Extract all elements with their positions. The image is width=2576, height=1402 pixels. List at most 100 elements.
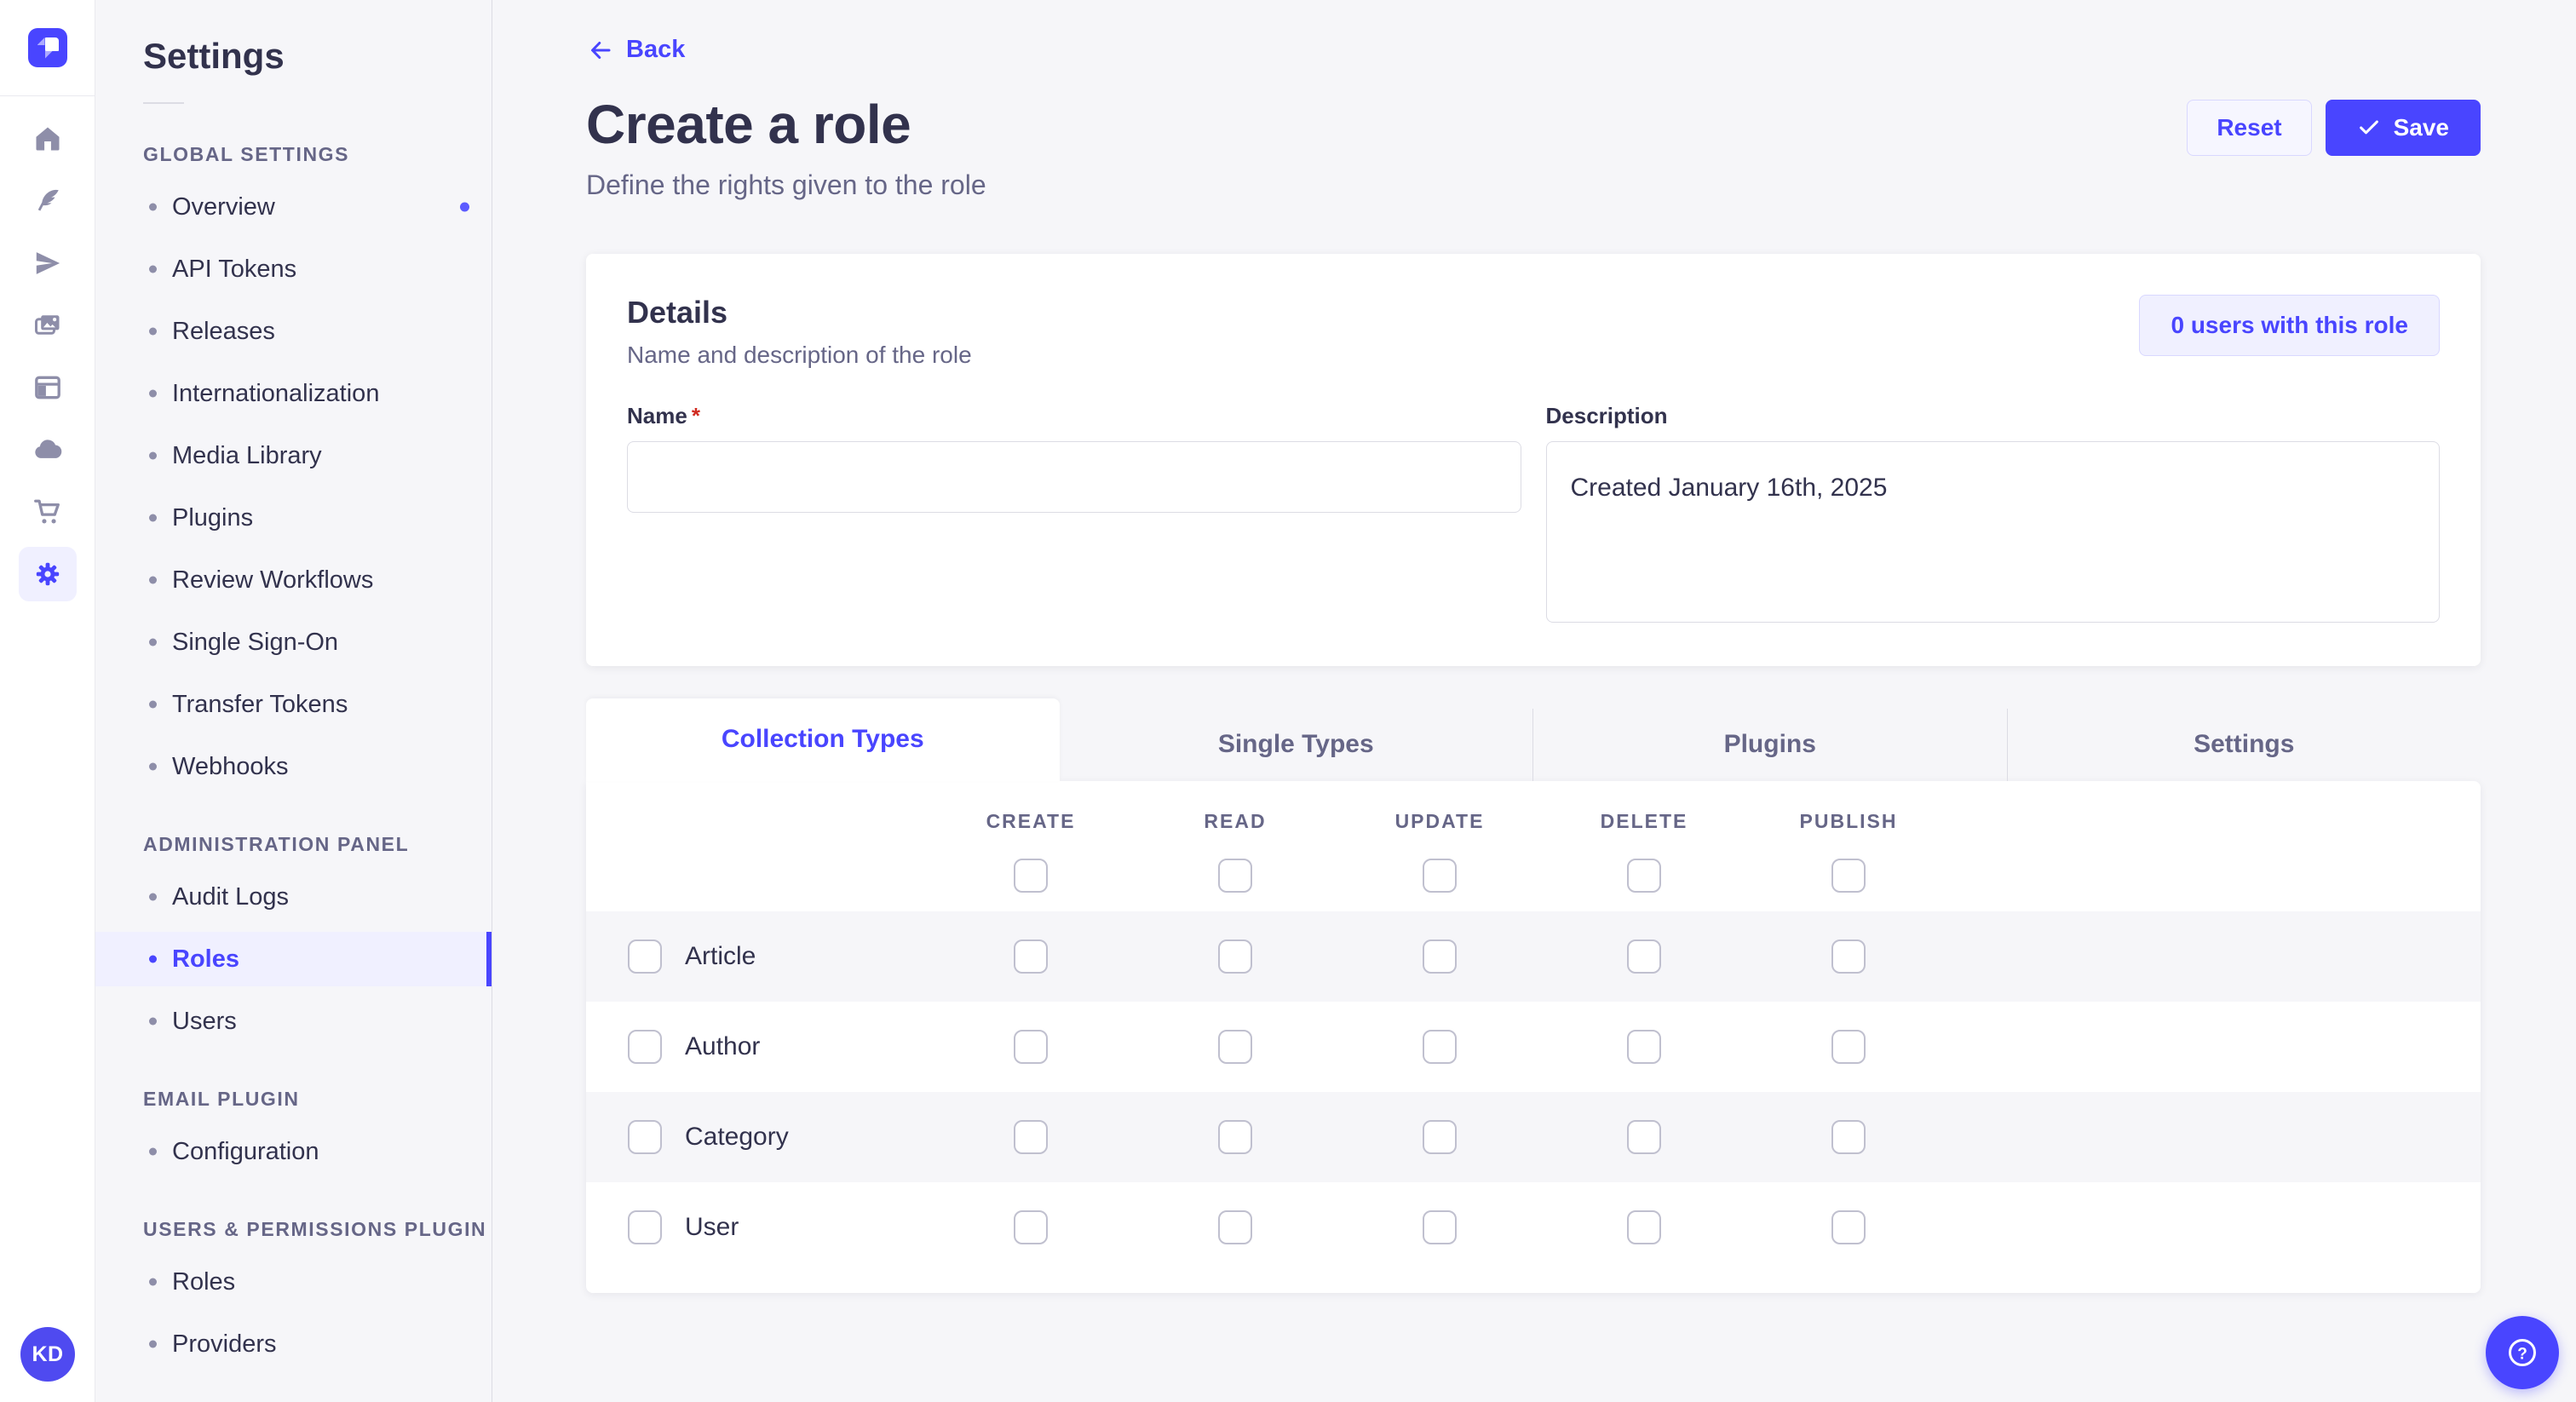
bullet-icon xyxy=(149,514,157,522)
category-publish-checkbox[interactable] xyxy=(1831,1119,1866,1154)
home-icon[interactable] xyxy=(19,112,77,166)
sidebar-item-plugins[interactable]: Plugins xyxy=(95,491,492,545)
settings-subnav: Settings GLOBAL SETTINGS Overview API To… xyxy=(95,0,492,1402)
section-label-administration-panel: ADMINISTRATION PANEL xyxy=(143,833,410,855)
author-delete-checkbox[interactable] xyxy=(1627,1029,1661,1064)
article-read-checkbox[interactable] xyxy=(1218,939,1252,974)
select-all-read-checkbox[interactable] xyxy=(1218,858,1252,893)
details-card: Details Name and description of the role… xyxy=(586,253,2481,666)
user-delete-checkbox[interactable] xyxy=(1627,1210,1661,1244)
bullet-icon xyxy=(149,955,157,963)
reset-button[interactable]: Reset xyxy=(2187,99,2312,156)
send-icon[interactable] xyxy=(19,236,77,290)
notification-dot-icon xyxy=(460,202,469,212)
sidebar-item-overview[interactable]: Overview xyxy=(95,180,492,234)
row-label: Article xyxy=(685,941,756,970)
select-all-update-checkbox[interactable] xyxy=(1423,858,1457,893)
bullet-icon xyxy=(149,203,157,211)
cloud-icon[interactable] xyxy=(19,422,77,477)
administration-panel-list: Audit Logs Roles Users xyxy=(95,870,492,1049)
strapi-logo-icon[interactable] xyxy=(27,28,67,67)
arrow-left-icon xyxy=(591,41,611,59)
sidebar-item-internationalization[interactable]: Internationalization xyxy=(95,366,492,421)
nav-rail: KD xyxy=(0,0,95,1402)
sidebar-item-review-workflows[interactable]: Review Workflows xyxy=(95,553,492,607)
name-field-group: Name * xyxy=(627,403,1521,627)
check-icon xyxy=(2359,119,2378,134)
article-publish-checkbox[interactable] xyxy=(1831,939,1866,974)
section-label-global-settings: GLOBAL SETTINGS xyxy=(143,143,350,165)
required-asterisk: * xyxy=(691,402,700,428)
category-update-checkbox[interactable] xyxy=(1423,1119,1457,1154)
permission-row-author: Author xyxy=(586,1002,2481,1092)
column-header-publish: PUBLISH xyxy=(1799,809,1898,832)
permission-row-user: User xyxy=(586,1182,2481,1273)
author-update-checkbox[interactable] xyxy=(1423,1029,1457,1064)
tab-single-types[interactable]: Single Types xyxy=(1217,730,1374,758)
select-all-publish-checkbox[interactable] xyxy=(1831,858,1866,893)
gear-icon[interactable] xyxy=(18,547,77,601)
question-mark-icon: ? xyxy=(2509,1339,2536,1366)
author-read-checkbox[interactable] xyxy=(1218,1029,1252,1064)
sidebar-item-releases[interactable]: Releases xyxy=(95,304,492,359)
rail-icon-list xyxy=(18,96,77,601)
sidebar-item-api-tokens[interactable]: API Tokens xyxy=(95,242,492,296)
category-read-checkbox[interactable] xyxy=(1218,1119,1252,1154)
media-icon[interactable] xyxy=(19,298,77,353)
article-update-checkbox[interactable] xyxy=(1423,939,1457,974)
feather-icon[interactable] xyxy=(19,174,77,228)
author-publish-checkbox[interactable] xyxy=(1831,1029,1866,1064)
row-select-user-checkbox[interactable] xyxy=(628,1210,662,1244)
tab-collection-types[interactable]: Collection Types xyxy=(586,698,1060,781)
description-label: Description xyxy=(1545,402,1668,428)
email-plugin-list: Configuration xyxy=(95,1124,492,1179)
column-header-read: READ xyxy=(1204,809,1267,832)
sidebar-item-configuration[interactable]: Configuration xyxy=(95,1124,492,1179)
sidebar-item-single-sign-on[interactable]: Single Sign-On xyxy=(95,615,492,669)
row-select-author-checkbox[interactable] xyxy=(628,1029,662,1064)
help-button[interactable]: ? xyxy=(2486,1316,2559,1389)
bullet-icon xyxy=(149,1278,157,1286)
sidebar-item-transfer-tokens[interactable]: Transfer Tokens xyxy=(95,677,492,732)
user-update-checkbox[interactable] xyxy=(1423,1210,1457,1244)
bullet-icon xyxy=(149,451,157,460)
column-header-row: CREATE READ UPDATE DELETE PUBLISH xyxy=(586,810,2481,833)
author-create-checkbox[interactable] xyxy=(1014,1029,1048,1064)
cart-icon[interactable] xyxy=(19,485,77,539)
bullet-icon xyxy=(149,893,157,901)
page-subtitle: Define the rights given to the role xyxy=(586,169,986,200)
column-header-delete: DELETE xyxy=(1600,809,1688,832)
sidebar-item-webhooks[interactable]: Webhooks xyxy=(95,739,492,794)
row-label: User xyxy=(685,1212,739,1241)
sidebar-item-up-roles[interactable]: Roles xyxy=(95,1255,492,1309)
tab-plugins[interactable]: Plugins xyxy=(1532,708,2007,781)
sidebar-item-roles[interactable]: Roles xyxy=(95,932,492,986)
permission-row-article: Article xyxy=(586,911,2481,1002)
save-button[interactable]: Save xyxy=(2325,99,2481,156)
tab-settings[interactable]: Settings xyxy=(2006,708,2481,781)
sidebar-item-audit-logs[interactable]: Audit Logs xyxy=(95,870,492,924)
users-with-role-button[interactable]: 0 users with this role xyxy=(2139,294,2440,356)
row-label: Category xyxy=(685,1122,789,1151)
global-settings-list: Overview API Tokens Releases Internation… xyxy=(95,180,492,794)
back-link[interactable]: Back xyxy=(588,36,685,64)
category-create-checkbox[interactable] xyxy=(1014,1119,1048,1154)
layout-icon[interactable] xyxy=(19,360,77,415)
sidebar-item-users[interactable]: Users xyxy=(95,994,492,1049)
select-all-create-checkbox[interactable] xyxy=(1014,858,1048,893)
sidebar-item-media-library[interactable]: Media Library xyxy=(95,428,492,483)
category-delete-checkbox[interactable] xyxy=(1627,1119,1661,1154)
name-input[interactable] xyxy=(627,440,1521,513)
subnav-divider xyxy=(143,102,184,104)
description-textarea[interactable]: Created January 16th, 2025 xyxy=(1545,440,2440,623)
row-select-category-checkbox[interactable] xyxy=(628,1119,662,1154)
user-create-checkbox[interactable] xyxy=(1014,1210,1048,1244)
user-read-checkbox[interactable] xyxy=(1218,1210,1252,1244)
article-create-checkbox[interactable] xyxy=(1014,939,1048,974)
user-publish-checkbox[interactable] xyxy=(1831,1210,1866,1244)
user-avatar[interactable]: KD xyxy=(20,1327,75,1382)
row-select-article-checkbox[interactable] xyxy=(628,939,662,974)
sidebar-item-up-providers[interactable]: Providers xyxy=(95,1317,492,1371)
select-all-delete-checkbox[interactable] xyxy=(1627,858,1661,893)
article-delete-checkbox[interactable] xyxy=(1627,939,1661,974)
